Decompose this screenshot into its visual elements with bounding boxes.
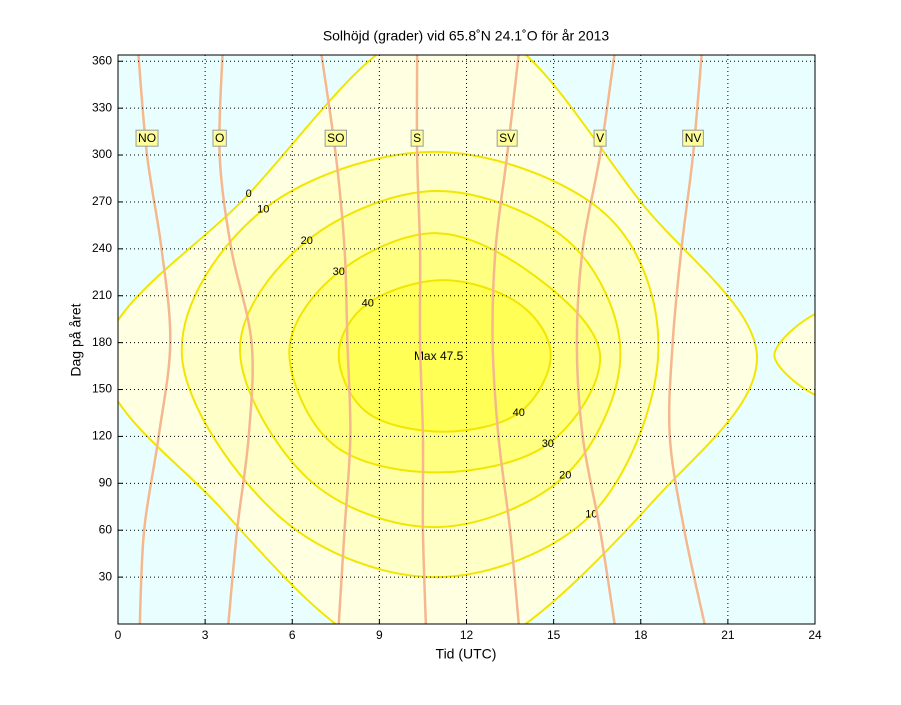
x-axis-label: Tid (UTC) [436,646,497,662]
y-tick-label: 270 [92,194,112,208]
contour-label: 40 [362,297,374,309]
plot-frame [117,54,816,625]
contour-label: 30 [542,438,554,450]
azimuth-label-box [593,129,607,147]
azimuth-label-box [212,129,227,147]
x-tick-label: 12 [460,628,474,642]
contour-label: 10 [585,508,597,520]
contour [337,279,552,433]
contour-label: 0 [246,188,252,200]
azimuth-label-box [410,129,424,147]
azimuth-label-box [324,129,347,147]
x-tick-label: 21 [721,628,735,642]
y-tick-label: 150 [92,382,112,396]
azimuth-label: S [413,131,421,145]
azimuth-line [320,55,352,624]
y-tick-label: 300 [92,147,112,161]
x-tick-label: 15 [547,628,561,642]
azimuth-label: O [215,131,224,145]
y-tick-label: 360 [92,53,112,67]
x-tick-label: 3 [202,628,209,642]
plot-area: 0 10 10 20 20 30 30 40 40 Max 47.5 NO O SO S SV V NV [118,55,815,624]
x-tick-label: 18 [634,628,648,642]
azimuth-label: SV [499,131,515,145]
y-tick-label: 90 [99,475,113,489]
contour-label: 20 [559,469,571,481]
azimuth-label: NV [685,131,702,145]
y-tick-label: 210 [92,288,112,302]
contour-label: 40 [513,407,525,419]
y-tick-label: 120 [92,429,112,443]
y-tick-label: 30 [99,569,113,583]
azimuth-label: NO [138,131,156,145]
max-annotation: Max 47.5 [414,349,464,363]
contour-label: 30 [333,266,345,278]
contour [773,313,815,396]
chart-title: Solhöjd (grader) vid 65.8˚N 24.1˚O för å… [323,28,610,44]
x-tick-label: 0 [115,628,122,642]
y-tick-label: 330 [92,100,112,114]
y-axis-label: Dag på året [68,303,84,376]
contour-label: 10 [257,204,269,216]
y-tick-label: 60 [99,522,113,536]
overlay: 0 3 6 9 12 15 18 21 24 30 60 90 120 150 180 210 240 270 30… [92,53,822,642]
azimuth-line [667,55,706,624]
contour-label: 20 [301,235,313,247]
x-tick-label: 24 [808,628,822,642]
y-tick-label: 240 [92,241,112,255]
x-tick-label: 6 [289,628,296,642]
azimuth-label-box [682,129,704,147]
azimuth-label: V [596,131,604,145]
azimuth-label-box [135,129,159,147]
azimuth-label-box [496,129,518,147]
azimuth-label: SO [327,131,344,145]
azimuth-line [575,55,616,624]
y-tick-label: 180 [92,335,112,349]
x-tick-label: 9 [376,628,383,642]
azimuth-line [218,55,254,624]
